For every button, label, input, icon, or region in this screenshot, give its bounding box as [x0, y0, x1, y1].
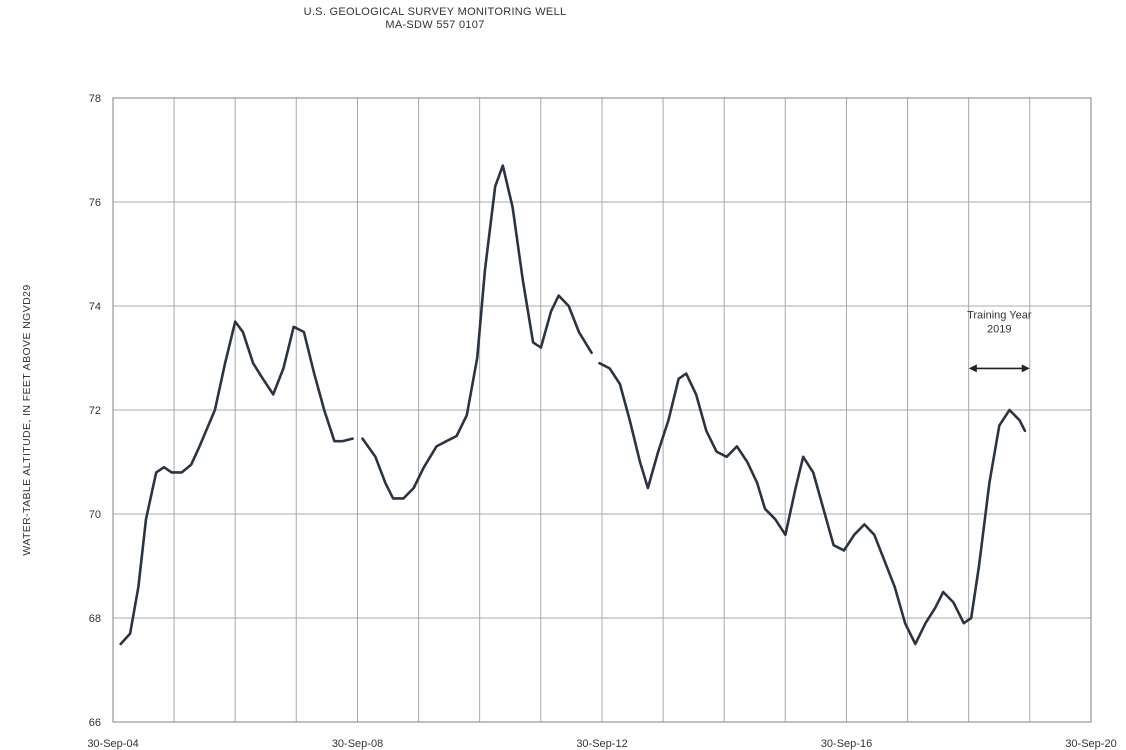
x-tick-label: 30-Sep-04 — [87, 738, 138, 750]
annotation-text: 2019 — [987, 323, 1011, 335]
x-tick-label: 30-Sep-12 — [576, 738, 627, 750]
y-tick-label: 72 — [89, 405, 101, 417]
annotation-group: Training Year 2019 — [967, 309, 1032, 373]
x-tick-label: 30-Sep-20 — [1065, 738, 1116, 750]
plot-frame — [112, 97, 1092, 723]
annotation-arrowhead-left — [968, 364, 977, 373]
y-tick-label: 70 — [89, 509, 101, 521]
x-tick-label: 30-Sep-16 — [821, 738, 872, 750]
series-line-segment — [119, 320, 354, 646]
series-group — [119, 164, 1027, 646]
series-line-segment — [598, 361, 1027, 646]
chart-title: U.S. GEOLOGICAL SURVEY MONITORING WELL — [303, 6, 567, 18]
y-tick-label: 76 — [89, 197, 101, 209]
x-tick-label: 30-Sep-08 — [332, 738, 383, 750]
series-line-segment — [361, 164, 593, 500]
annotation-text: Training Year — [967, 309, 1032, 321]
annotation-arrowhead-right — [1021, 364, 1030, 373]
x-tick-labels: 30-Sep-04 30-Sep-08 30-Sep-12 30-Sep-16 30-S… — [87, 738, 1116, 750]
y-tick-label: 74 — [89, 301, 101, 313]
y-tick-label: 68 — [89, 613, 101, 625]
y-tick-labels: 66 68 70 72 74 76 78 — [89, 93, 101, 729]
grid-lines — [113, 98, 1091, 722]
y-tick-label: 78 — [89, 93, 101, 105]
chart-title-block: U.S. GEOLOGICAL SURVEY MONITORING WELL M… — [0, 6, 870, 32]
y-tick-label: 66 — [89, 717, 101, 729]
chart-subtitle: MA-SDW 557 0107 — [385, 19, 485, 31]
